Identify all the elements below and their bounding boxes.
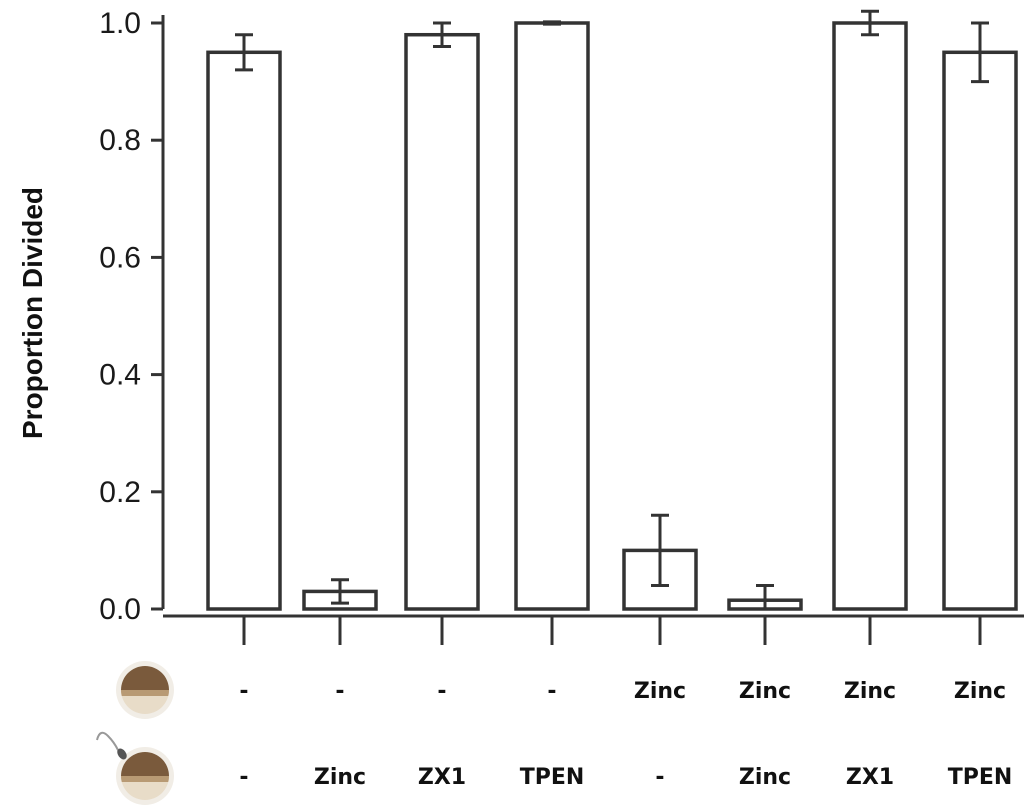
- bar: [206, 50, 282, 611]
- error-bars: [235, 9, 989, 611]
- x-ticks: [242, 616, 982, 645]
- condition-label: -: [239, 765, 248, 790]
- y-axis-label: Proportion Divided: [17, 187, 48, 439]
- bars: [206, 21, 1018, 611]
- axes: [161, 15, 1024, 618]
- condition-label: Zinc: [844, 679, 896, 704]
- bar: [514, 21, 590, 611]
- condition-label: -: [239, 679, 248, 704]
- condition-label: ZX1: [418, 765, 466, 790]
- egg-icon: [116, 661, 174, 719]
- y-ticks: 0.0 0.2 0.4 0.6 0.8 1.0: [99, 7, 163, 626]
- sperm-egg-icon: [96, 731, 174, 805]
- bar: [404, 32, 480, 611]
- condition-label: -: [547, 679, 556, 704]
- condition-label: TPEN: [520, 765, 585, 790]
- y-tick-label: 1.0: [99, 7, 141, 40]
- bar: [832, 21, 908, 611]
- condition-label: -: [655, 765, 664, 790]
- condition-row-1: - - - - Zinc Zinc Zinc Zinc: [239, 679, 1006, 704]
- y-tick-label: 0.8: [99, 124, 141, 157]
- condition-label: Zinc: [739, 679, 791, 704]
- condition-label: Zinc: [314, 765, 366, 790]
- condition-label: Zinc: [634, 679, 686, 704]
- bar: [942, 50, 1018, 611]
- condition-label: -: [437, 679, 446, 704]
- y-tick-label: 0.4: [99, 359, 141, 392]
- y-tick-label: 0.6: [99, 241, 141, 274]
- y-tick-label: 0.0: [99, 593, 141, 626]
- condition-label: TPEN: [948, 765, 1013, 790]
- y-tick-label: 0.2: [99, 476, 141, 509]
- condition-label: Zinc: [739, 765, 791, 790]
- condition-label: Zinc: [954, 679, 1006, 704]
- condition-label: -: [335, 679, 344, 704]
- condition-label: ZX1: [846, 765, 894, 790]
- condition-row-2: - Zinc ZX1 TPEN - Zinc ZX1 TPEN: [239, 765, 1012, 790]
